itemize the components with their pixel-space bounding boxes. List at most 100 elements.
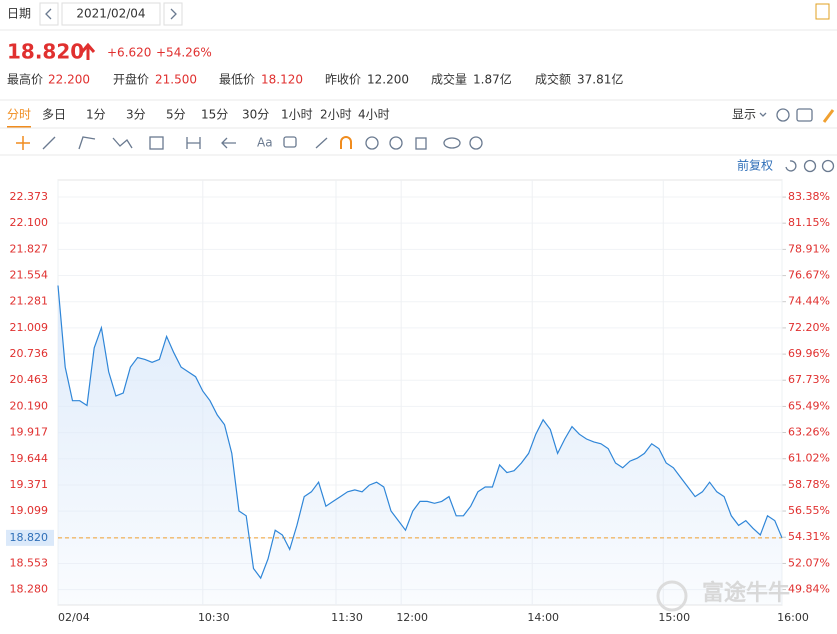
stat-label: 成交量: [431, 72, 467, 87]
y-tick-label: 21.827: [10, 242, 49, 255]
tab[interactable]: 3分: [126, 108, 146, 122]
magnet-tool[interactable]: [340, 136, 352, 149]
watermark-logo: [656, 580, 688, 612]
y-tick-label: 20.463: [10, 373, 49, 386]
pen-icon[interactable]: [822, 109, 835, 123]
y-tick-label: 18.820: [10, 531, 49, 544]
stat-value: 18.120: [261, 73, 303, 87]
y2-tick-label: 63.26%: [788, 426, 830, 439]
y2-tick-label: 81.15%: [788, 216, 830, 229]
undo-icon[interactable]: [785, 160, 797, 172]
y2-tick-label: 56.55%: [788, 504, 830, 517]
arrow-tool[interactable]: [221, 137, 236, 149]
prev-day[interactable]: [39, 2, 59, 26]
tab[interactable]: 多日: [42, 108, 66, 122]
tab[interactable]: 15分: [201, 108, 228, 122]
hide-tool[interactable]: [389, 136, 403, 150]
link-tool[interactable]: [443, 137, 461, 149]
y2-tick-label: 58.78%: [788, 478, 830, 491]
stat-value: 22.200: [48, 73, 90, 87]
zoom-out[interactable]: [803, 159, 817, 173]
y2-tick-label: 61.02%: [788, 452, 830, 465]
tab[interactable]: 4小时: [358, 108, 390, 122]
y-tick-label: 20.736: [10, 347, 49, 360]
note-icon[interactable]: [815, 3, 830, 20]
y2-tick-label: 69.96%: [788, 347, 830, 360]
y-tick-label: 22.100: [10, 216, 49, 229]
x-tick-label: 12:00: [396, 611, 428, 624]
x-tick-label: 16:00: [777, 611, 809, 624]
adjust-menu[interactable]: 前复权: [737, 158, 773, 173]
stat-label: 昨收价: [325, 73, 361, 87]
price: 18.820: [7, 40, 84, 64]
x-tick-label: 15:00: [658, 611, 690, 624]
y-tick-label: 21.281: [10, 295, 49, 308]
price-label-box: [6, 529, 54, 546]
y-tick-label: 19.917: [10, 426, 49, 439]
y-tick-label: 21.554: [10, 269, 49, 282]
text-tool[interactable]: Aa: [257, 136, 273, 150]
tab[interactable]: 2小时: [320, 108, 352, 122]
tab[interactable]: 1分: [86, 108, 106, 122]
change-pct: +54.26%: [156, 46, 212, 60]
note-tool[interactable]: [283, 136, 297, 148]
y2-tick-label: 76.67%: [788, 269, 830, 282]
y-tick-label: 22.373: [10, 190, 49, 203]
y2-tick-label: 52.07%: [788, 556, 830, 569]
tab-active[interactable]: 分时: [7, 108, 31, 122]
fib-tool[interactable]: [149, 136, 164, 150]
y2-tick-label: 72.20%: [788, 321, 830, 334]
price-area: [58, 285, 782, 605]
y-tick-label: 19.099: [10, 504, 49, 517]
y-tick-label: 18.280: [10, 583, 49, 596]
date-box[interactable]: [61, 2, 161, 26]
up-arrow: [80, 42, 96, 60]
prev-icon: [45, 8, 52, 20]
display-menu[interactable]: 显示: [732, 108, 756, 122]
camera-icon[interactable]: [796, 108, 813, 122]
y2-tick-label: 78.91%: [788, 242, 830, 255]
next-day[interactable]: [163, 2, 183, 26]
ruler-tool[interactable]: [315, 137, 328, 149]
x-tick-label: 10:30: [198, 611, 230, 624]
tab[interactable]: 30分: [242, 108, 269, 122]
stat-label: 开盘价: [113, 72, 149, 87]
lock-tool[interactable]: [365, 136, 379, 150]
y2-tick-label: 49.84%: [788, 583, 830, 596]
move-tool[interactable]: [16, 136, 30, 150]
y-tick-label: 19.371: [10, 478, 49, 491]
stat-value: 37.81亿: [577, 72, 623, 87]
stat-value: 1.87亿: [473, 72, 512, 87]
wave-tool[interactable]: [112, 137, 133, 149]
stat-label: 成交额: [535, 72, 571, 87]
y2-tick-label: 74.44%: [788, 295, 830, 308]
price-line-series: [57, 285, 783, 580]
stat-label: 最高价: [7, 72, 43, 87]
change: +6.620: [107, 46, 151, 60]
x-tick-label: 11:30: [331, 611, 363, 624]
y-tick-label: 20.190: [10, 399, 49, 412]
y2-tick-label: 67.73%: [788, 373, 830, 386]
tab[interactable]: 1小时: [281, 108, 313, 122]
y-tick-label: 18.553: [10, 556, 49, 569]
range-tool[interactable]: [186, 137, 201, 149]
stat-label: 最低价: [219, 73, 255, 87]
polyline-tool[interactable]: [78, 136, 96, 150]
x-tick-label: 14:00: [527, 611, 559, 624]
x-tick-label: 02/04: [58, 611, 90, 624]
date-label: 日期: [7, 7, 31, 21]
y-tick-label: 19.644: [10, 452, 49, 465]
y2-tick-label: 54.31%: [788, 530, 830, 543]
date: 2021/02/04: [76, 7, 145, 21]
y2-tick-label: 83.38%: [788, 190, 830, 203]
zoom-in[interactable]: [821, 159, 835, 173]
tab[interactable]: 5分: [166, 108, 186, 122]
line-tool[interactable]: [42, 136, 56, 150]
y2-tick-label: 65.49%: [788, 399, 830, 412]
chevron: [759, 112, 767, 117]
config-tool[interactable]: [469, 136, 483, 150]
y-tick-label: 21.009: [10, 321, 49, 334]
delete-tool[interactable]: [415, 137, 427, 150]
settings-icon[interactable]: [776, 108, 790, 122]
